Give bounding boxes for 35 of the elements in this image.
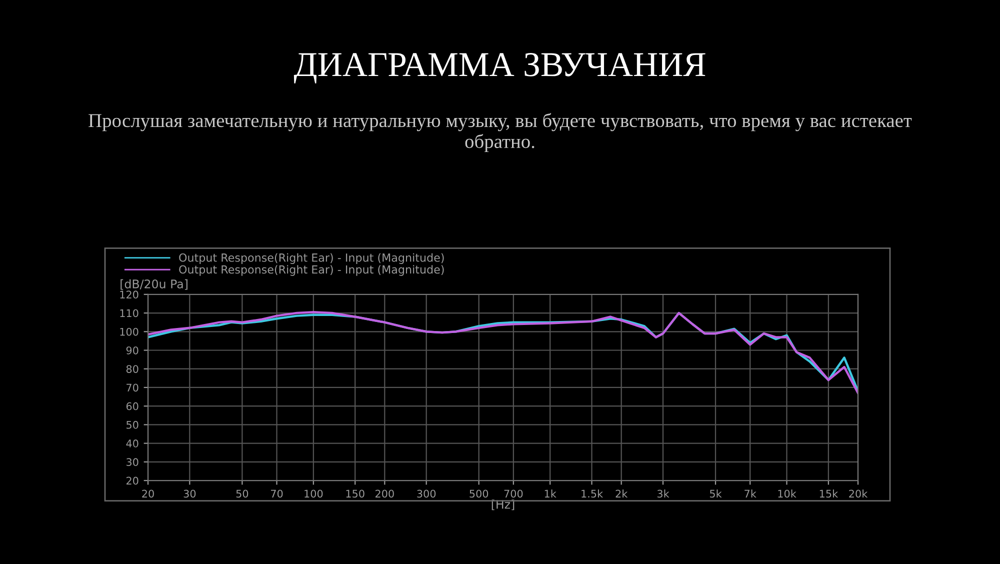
y-tick-label: 90: [126, 346, 138, 354]
y-tick-label: 100: [120, 328, 138, 336]
x-tick-label: 5k: [710, 490, 722, 498]
legend-label: Output Response(Right Ear) - Input (Magnitude): [179, 253, 444, 264]
x-tick-label: 500: [470, 490, 488, 498]
y-tick-label: 110: [120, 309, 138, 318]
x-tick-label: 3k: [657, 490, 670, 498]
x-tick-label: 20: [142, 490, 154, 498]
y-axis-title: [dB/20u Pa]: [120, 279, 188, 290]
x-tick-label: 150: [346, 490, 364, 498]
y-tick-label: 40: [126, 440, 138, 448]
x-tick-label: 15k: [820, 490, 838, 498]
x-tick-label: 1k: [544, 490, 556, 498]
x-tick-label: 300: [417, 490, 436, 498]
chart-subtitle: Прослушая замечательную и натуральную музыку, вы будете чувствовать, что время у вас истекает обратно.: [88, 113, 912, 152]
x-tick-label: 100: [304, 490, 323, 498]
chart-title: ДИАГРАММА ЗВУЧАНИЯ: [294, 53, 706, 84]
y-tick-label: 120: [120, 290, 138, 299]
x-tick-label: 700: [504, 490, 523, 498]
x-tick-label: 30: [184, 490, 196, 498]
x-tick-label: 50: [236, 490, 248, 498]
y-tick-label: 50: [126, 420, 138, 429]
y-tick-label: 60: [126, 402, 138, 410]
y-tick-label: 70: [126, 384, 138, 392]
x-tick-label: 10k: [778, 490, 796, 498]
x-tick-label: 200: [375, 490, 394, 498]
x-tick-label: 2k: [616, 490, 628, 498]
x-tick-label: 1.5k: [582, 490, 604, 498]
x-tick-label: 20k: [849, 490, 868, 498]
x-tick-label: 70: [270, 490, 283, 498]
y-tick-label: 20: [126, 476, 138, 485]
legend-label: Output Response(Right Ear) - Input (Magnitude): [179, 265, 444, 276]
x-tick-label: 7k: [744, 490, 756, 498]
y-tick-label: 30: [126, 458, 138, 466]
y-tick-label: 80: [126, 365, 138, 373]
